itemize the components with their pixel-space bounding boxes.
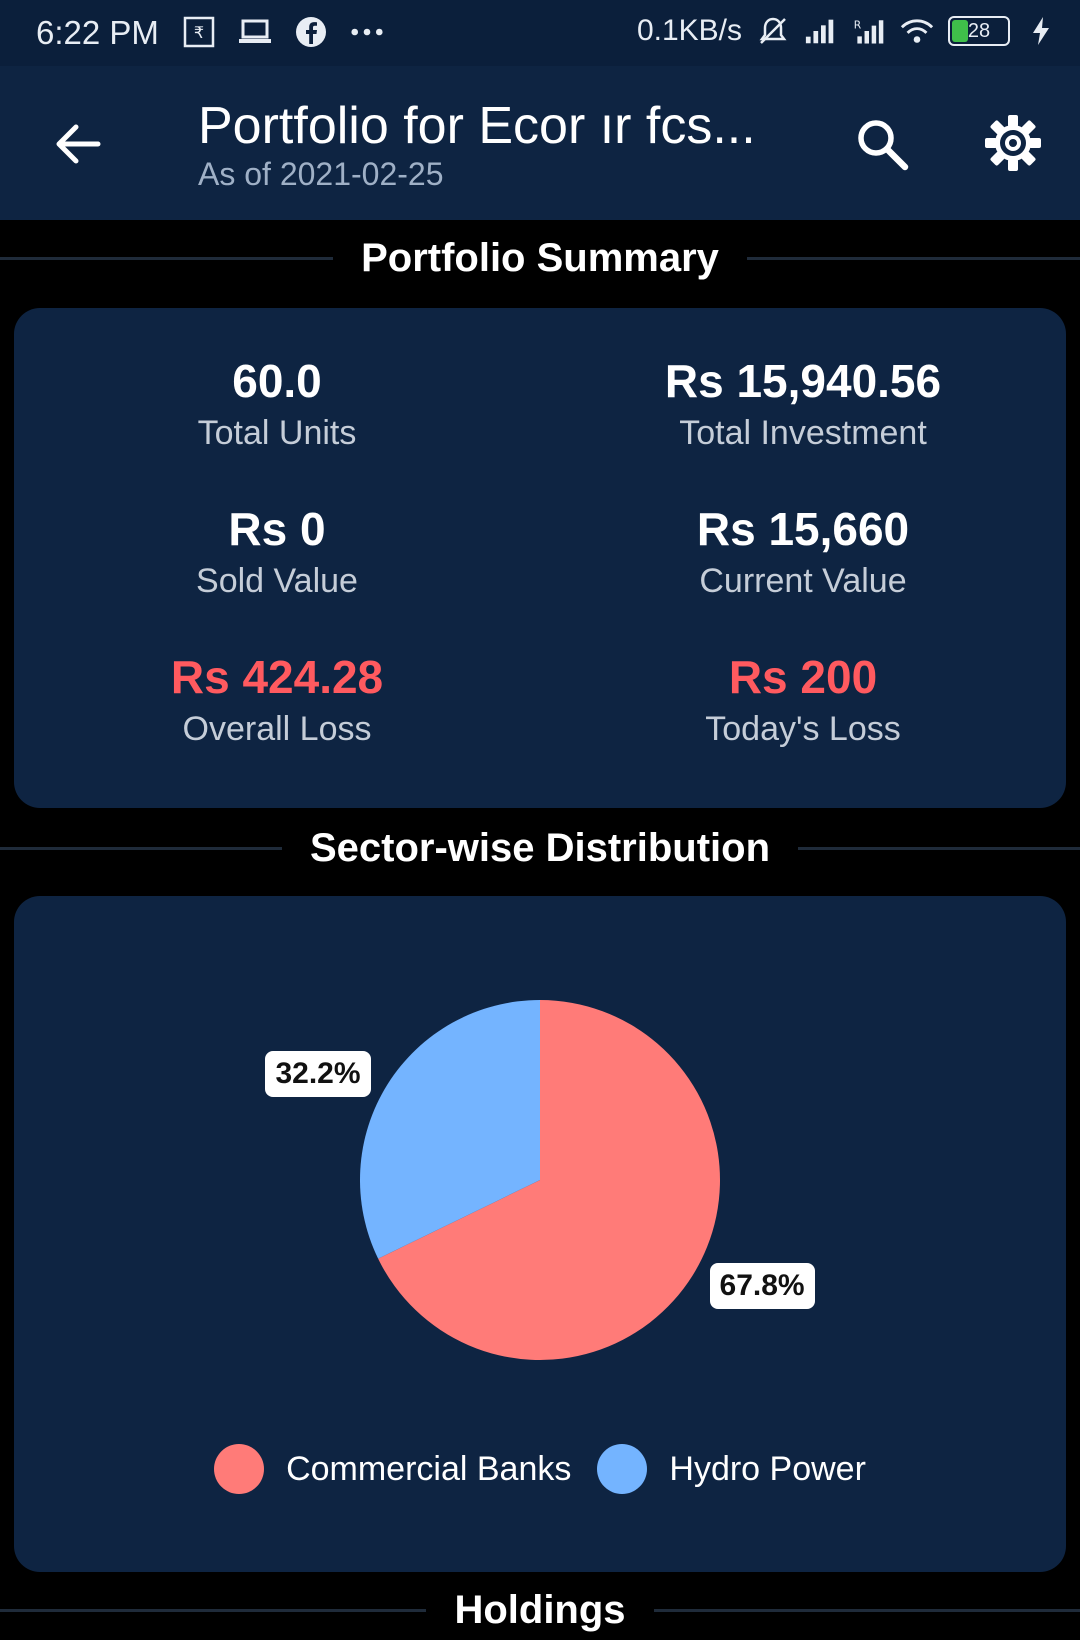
legend-label: Hydro Power	[669, 1449, 866, 1488]
overall-loss-label: Overall Loss	[182, 710, 372, 748]
search-icon	[858, 120, 909, 171]
section-title-summary: Portfolio Summary	[361, 235, 719, 280]
pie-chart[interactable]	[14, 896, 1066, 1436]
total-investment-value: Rs 15,940.56	[664, 355, 942, 407]
total-units-value: 60.0	[232, 355, 322, 407]
stat-sold-value: Rs 0 Sold Value	[14, 502, 540, 601]
sector-distribution-card: Commercial Banks Hydro Power 67.8% 32.2%	[14, 896, 1066, 1572]
facebook-icon	[294, 16, 328, 48]
current-value-value: Rs 15,660	[696, 503, 910, 555]
app-bar: Portfolio for Ecor ır fcs... As of 2021-…	[0, 66, 1080, 220]
legend-color-dot	[214, 1444, 265, 1494]
holdings-header: Holdings	[0, 1580, 1080, 1640]
divider	[653, 1608, 1080, 1612]
svg-text:R: R	[854, 18, 862, 31]
roaming-signal-icon: R	[852, 15, 886, 47]
page-title: Portfolio for Ecor ır fcs...	[198, 97, 756, 155]
mute-bell-icon	[756, 15, 790, 47]
legend-item-hydro-power[interactable]: Hydro Power	[597, 1444, 866, 1494]
rupee-app-icon: ₹	[182, 16, 216, 48]
laptop-icon	[238, 16, 272, 48]
battery-level: 28	[967, 19, 991, 42]
divider	[0, 846, 282, 850]
chart-legend: Commercial Banks Hydro Power	[14, 1444, 1066, 1494]
back-button[interactable]	[50, 116, 106, 172]
sold-value-label: Sold Value	[196, 562, 358, 600]
section-title-holdings: Holdings	[454, 1587, 626, 1632]
data-label-commercial-banks: 67.8%	[709, 1263, 815, 1310]
total-units-label: Total Units	[197, 414, 357, 452]
divider	[0, 256, 334, 260]
more-dots-icon	[350, 16, 384, 48]
pie-slice-commercial-banks[interactable]	[378, 1000, 721, 1360]
divider	[798, 846, 1080, 850]
search-button[interactable]	[852, 114, 912, 174]
settings-button[interactable]	[982, 112, 1044, 174]
status-bar: 6:22 PM ₹ 0.1KB/s R 28	[0, 0, 1080, 66]
wifi-icon	[900, 15, 934, 47]
net-speed: 0.1KB/s	[636, 14, 742, 47]
stat-current-value: Rs 15,660 Current Value	[540, 502, 1066, 601]
legend-label: Commercial Banks	[286, 1449, 572, 1488]
status-left-icons: ₹	[182, 16, 384, 48]
stat-todays-loss: Rs 200 Today's Loss	[540, 650, 1066, 749]
sold-value-value: Rs 0	[228, 503, 326, 555]
stat-overall-loss: Rs 424.28 Overall Loss	[14, 650, 540, 749]
battery-icon: 28	[948, 16, 1010, 46]
pie-slice-hydro-power[interactable]	[360, 1000, 540, 1259]
stat-total-investment: Rs 15,940.56 Total Investment	[540, 354, 1066, 453]
sector-distribution-header: Sector-wise Distribution	[0, 818, 1080, 878]
charging-icon	[1024, 15, 1058, 47]
divider	[746, 256, 1080, 260]
arrow-left-icon	[56, 124, 101, 164]
gear-icon	[985, 115, 1041, 171]
svg-text:₹: ₹	[194, 23, 204, 42]
page-subtitle: As of 2021-02-25	[198, 156, 444, 192]
legend-color-dot	[597, 1444, 648, 1494]
current-value-label: Current Value	[699, 562, 907, 600]
data-label-hydro-power: 32.2%	[265, 1050, 371, 1097]
section-title-distribution: Sector-wise Distribution	[309, 825, 771, 870]
stat-total-units: 60.0 Total Units	[14, 354, 540, 453]
status-right-icons: 0.1KB/s R 28	[637, 14, 1058, 48]
total-investment-label: Total Investment	[679, 414, 927, 452]
signal-icon	[804, 15, 838, 47]
todays-loss-value: Rs 200	[728, 651, 878, 703]
status-time: 6:22 PM	[36, 14, 159, 51]
legend-item-commercial-banks[interactable]: Commercial Banks	[214, 1444, 571, 1494]
divider	[0, 1608, 427, 1612]
todays-loss-label: Today's Loss	[705, 710, 901, 748]
portfolio-summary-header: Portfolio Summary	[0, 228, 1080, 288]
overall-loss-value: Rs 424.28	[170, 651, 384, 703]
battery-fill	[952, 20, 969, 42]
portfolio-summary-card: 60.0 Total Units Rs 15,940.56 Total Inve…	[14, 308, 1066, 808]
